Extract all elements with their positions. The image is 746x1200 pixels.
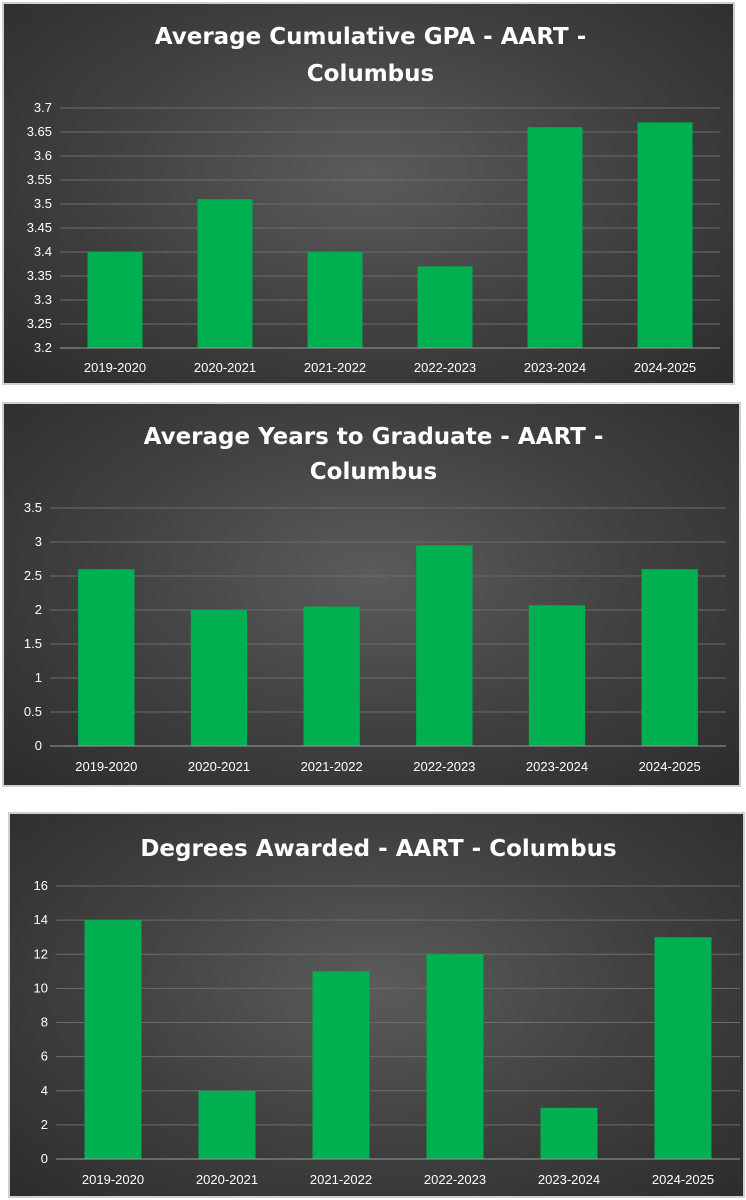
x-category-label: 2019-2020 (82, 1172, 144, 1187)
x-category-label: 2021-2022 (304, 360, 366, 375)
y-tick-label: 0 (41, 1151, 48, 1166)
x-category-label: 2019-2020 (75, 759, 137, 774)
y-tick-label: 3 (35, 534, 42, 549)
bar-2021-2022 (312, 971, 370, 1159)
x-category-label: 2022-2023 (424, 1172, 486, 1187)
y-tick-label: 3.55 (27, 172, 52, 187)
bar-2023-2024 (540, 1107, 598, 1159)
y-tick-label: 10 (34, 980, 48, 995)
x-category-label: 2023-2024 (526, 759, 588, 774)
chart-title-line: Average Cumulative GPA - AART - (155, 24, 587, 50)
x-category-label: 2020-2021 (188, 759, 250, 774)
chart-svg-gpa: Average Cumulative GPA - AART - Columbus 3… (27, 24, 720, 375)
x-category-label: 2021-2022 (310, 1172, 372, 1187)
chart-svg-degrees: Degrees Awarded - AART - Columbus 0 2 4 6 8 10… (34, 836, 740, 1187)
x-category-label: 2019-2020 (84, 360, 146, 375)
x-category-label: 2023-2024 (524, 360, 586, 375)
bar-2020-2021 (197, 199, 253, 348)
y-tick-label: 2 (35, 602, 42, 617)
y-tick-label: 0.5 (24, 704, 42, 719)
y-tick-label: 3.5 (24, 500, 42, 515)
x-category-label: 2024-2025 (634, 360, 696, 375)
chart-title-line: Degrees Awarded - AART - Columbus (140, 836, 616, 862)
bar-2019-2020 (87, 252, 143, 348)
x-category-label: 2022-2023 (413, 759, 475, 774)
y-tick-label: 12 (34, 946, 48, 961)
chart-panel-gpa: Average Cumulative GPA - AART - Columbus 3… (2, 2, 735, 385)
x-category-label: 2022-2023 (414, 360, 476, 375)
y-tick-label: 3.2 (34, 340, 52, 355)
bar-2023-2024 (527, 127, 583, 348)
y-tick-label: 3.35 (27, 268, 52, 283)
chart-title-line: Columbus (310, 459, 437, 485)
y-tick-label: 3.4 (34, 244, 52, 259)
chart-panel-years: Average Years to Graduate - AART - Columb… (2, 402, 741, 787)
chart-svg-years: Average Years to Graduate - AART - Columb… (24, 424, 726, 774)
chart-title-line: Columbus (307, 61, 434, 87)
chart-panel-degrees: Degrees Awarded - AART - Columbus 0 2 4 6 8 10… (8, 812, 745, 1198)
y-tick-label: 3.25 (27, 316, 52, 331)
y-tick-label: 4 (41, 1083, 48, 1098)
bar-2024-2025 (637, 122, 693, 349)
x-category-label: 2024-2025 (639, 759, 701, 774)
y-tick-label: 2.5 (24, 568, 42, 583)
y-tick-label: 0 (35, 738, 42, 753)
bar-2022-2023 (426, 954, 484, 1159)
y-tick-label: 3.65 (27, 124, 52, 139)
y-tick-label: 2 (41, 1117, 48, 1132)
y-tick-label: 6 (41, 1049, 48, 1064)
chart-title-line: Average Years to Graduate - AART - (144, 424, 604, 450)
bar-2019-2020 (78, 569, 135, 746)
x-category-label: 2021-2022 (301, 759, 363, 774)
y-tick-label: 14 (34, 912, 48, 927)
bar-2020-2021 (190, 610, 248, 746)
y-tick-label: 3.3 (34, 292, 52, 307)
bar-2024-2025 (641, 569, 698, 746)
y-tick-label: 1.5 (24, 636, 42, 651)
bar-2020-2021 (198, 1090, 256, 1159)
x-category-label: 2024-2025 (652, 1172, 714, 1187)
bar-2022-2023 (416, 545, 473, 746)
x-category-label: 2020-2021 (196, 1172, 258, 1187)
bar-2019-2020 (84, 920, 142, 1159)
y-tick-label: 3.7 (34, 100, 52, 115)
y-tick-label: 3.6 (34, 148, 52, 163)
y-tick-label: 3.45 (27, 220, 52, 235)
y-tick-label: 16 (34, 878, 48, 893)
bar-2022-2023 (417, 266, 473, 348)
bar-2023-2024 (528, 605, 586, 746)
x-category-label: 2020-2021 (194, 360, 256, 375)
y-tick-label: 8 (41, 1015, 48, 1030)
y-tick-label: 3.5 (34, 196, 52, 211)
bar-2021-2022 (303, 606, 360, 746)
x-category-label: 2023-2024 (538, 1172, 600, 1187)
bar-2024-2025 (654, 937, 712, 1159)
bar-2021-2022 (307, 252, 363, 348)
y-tick-label: 1 (35, 670, 42, 685)
